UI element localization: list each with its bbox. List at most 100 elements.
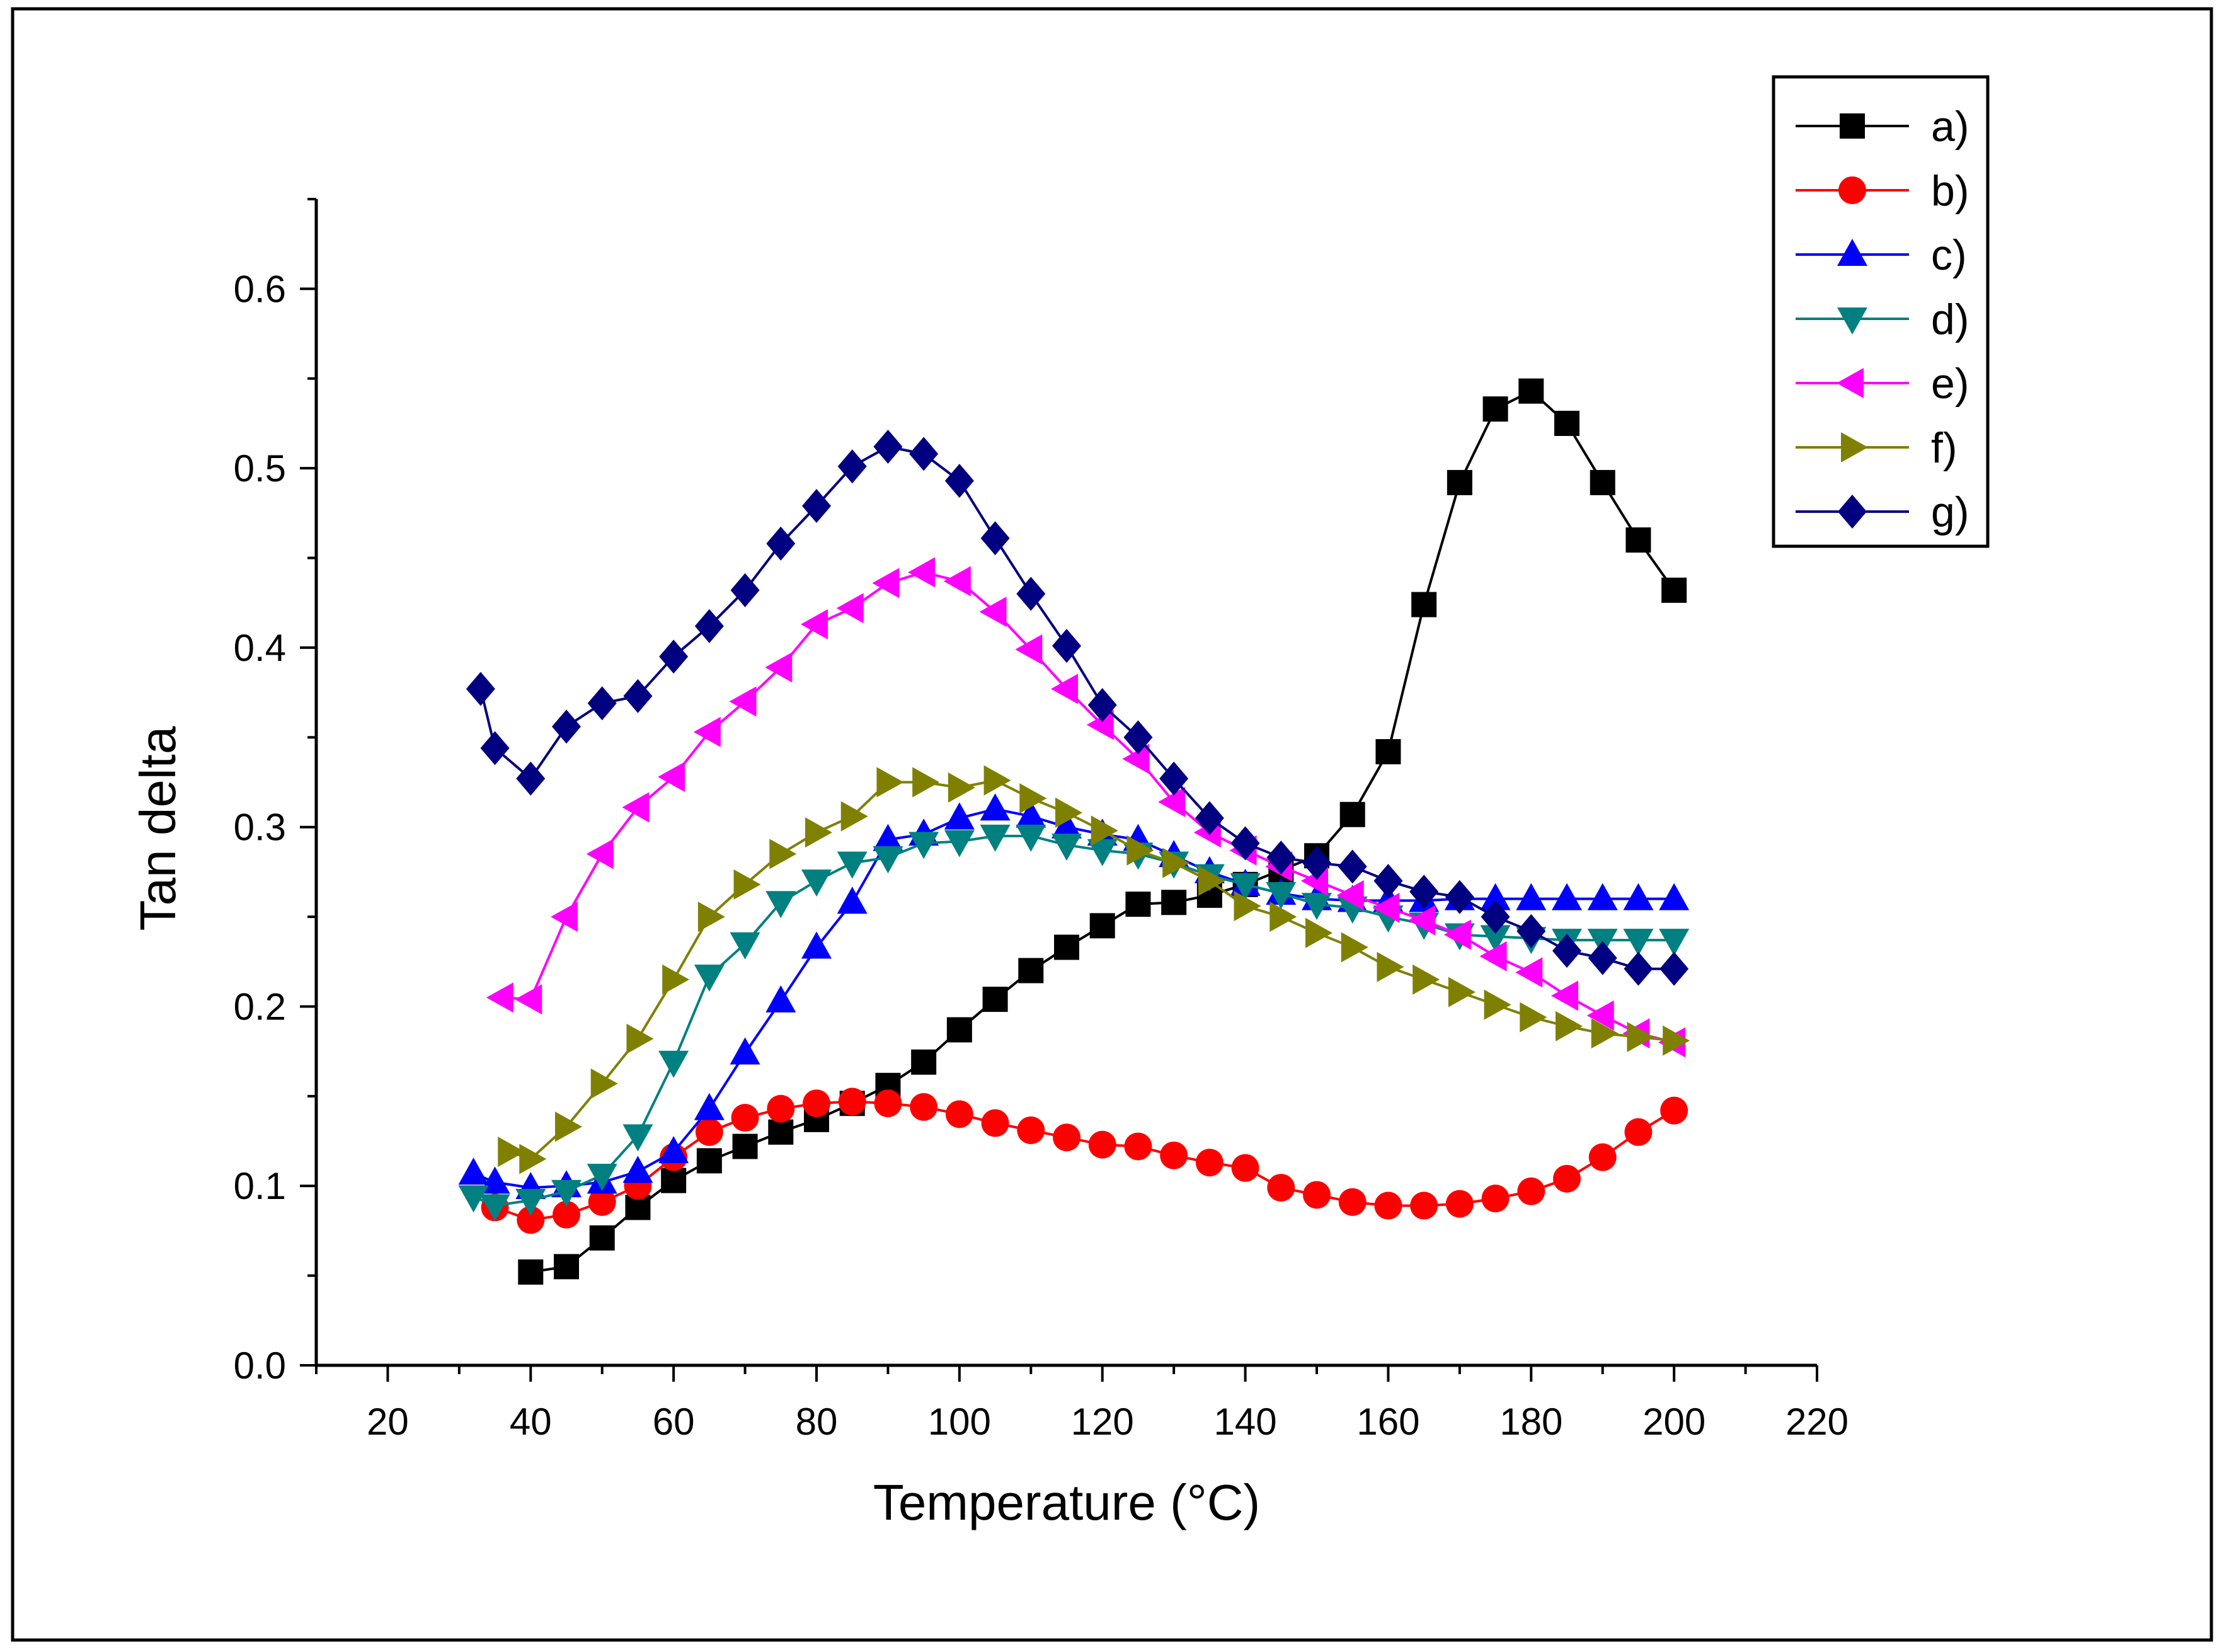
data-point (1515, 957, 1543, 988)
data-point (1162, 847, 1190, 878)
data-point (1448, 977, 1476, 1007)
data-point (1266, 882, 1297, 910)
data-point (1663, 1025, 1690, 1056)
data-point (1623, 929, 1654, 956)
data-point (912, 767, 940, 798)
x-tick-label: 160 (1356, 1401, 1419, 1443)
data-point (1230, 826, 1260, 861)
data-point (1588, 1143, 1617, 1171)
data-point (1554, 410, 1579, 436)
data-point (1624, 951, 1653, 986)
data-point (1198, 866, 1225, 897)
data-point (730, 573, 760, 607)
data-point (1338, 1188, 1367, 1216)
data-point (658, 1136, 689, 1164)
data-point (731, 1104, 759, 1132)
data-point (836, 593, 864, 624)
data-point (1305, 917, 1333, 948)
legend-label: d) (1931, 295, 1969, 343)
data-point (730, 932, 760, 960)
data-point (980, 824, 1011, 852)
legend-entry: c) (1796, 231, 1967, 279)
data-point (554, 1254, 579, 1280)
data-point (1087, 839, 1118, 866)
data-point (874, 1089, 902, 1118)
data-point (1016, 800, 1046, 828)
data-point (1411, 592, 1437, 617)
data-point (1551, 980, 1578, 1011)
data-point (623, 679, 653, 713)
data-point (1089, 913, 1115, 939)
data-point (1055, 797, 1082, 828)
data-point (730, 1037, 760, 1065)
y-tick-label: 0.6 (234, 268, 286, 310)
data-point (765, 985, 796, 1012)
data-point (1479, 941, 1507, 972)
data-point (1659, 929, 1690, 956)
data-point (733, 869, 761, 900)
x-tick-label: 40 (510, 1401, 552, 1443)
data-point (802, 488, 831, 523)
legend-entry: f) (1796, 424, 1957, 472)
series-6 (498, 765, 1690, 1174)
data-point (1302, 846, 1331, 880)
data-point (1053, 1123, 1080, 1152)
data-point (1016, 576, 1046, 611)
legend-label: b) (1931, 167, 1969, 215)
data-point (837, 886, 868, 914)
legend-entry: e) (1796, 360, 1969, 408)
data-point (480, 731, 510, 766)
data-point (1516, 914, 1546, 948)
legend-marker (1837, 307, 1867, 335)
data-point (479, 1194, 510, 1222)
data-point (910, 1093, 938, 1121)
data-point (518, 1259, 544, 1285)
data-point (1303, 1181, 1331, 1209)
data-point (697, 902, 725, 932)
data-point (1517, 1177, 1545, 1205)
legend-entry: b) (1796, 167, 1969, 215)
data-point (767, 1094, 795, 1123)
data-point (1338, 849, 1367, 884)
legend-marker (1840, 113, 1865, 139)
x-tick-label: 20 (367, 1401, 409, 1443)
data-point (1373, 864, 1403, 898)
x-tick-label: 80 (796, 1401, 838, 1443)
data-point (1052, 629, 1081, 663)
x-axis-label: Temperature (°C) (873, 1474, 1260, 1530)
legend-label: c) (1931, 231, 1967, 279)
data-point (872, 568, 900, 599)
series-7 (466, 429, 1689, 986)
data-point (1266, 840, 1296, 875)
data-point (486, 982, 513, 1013)
data-point (1587, 883, 1618, 910)
data-point (1086, 709, 1114, 740)
data-point (1125, 892, 1151, 917)
data-point (587, 686, 617, 721)
data-point (801, 869, 832, 897)
data-point (837, 851, 868, 879)
data-point (1231, 1154, 1259, 1182)
x-tick-label: 180 (1499, 1401, 1562, 1443)
legend-frame (1772, 75, 1990, 548)
data-point (948, 772, 975, 803)
data-point (1482, 396, 1508, 422)
data-point (1520, 1002, 1547, 1033)
y-tick-label: 0.3 (234, 806, 286, 849)
data-point (622, 1124, 653, 1152)
data-point (1484, 989, 1511, 1020)
data-point (1410, 1191, 1438, 1220)
data-point (588, 1188, 616, 1216)
data-point (1234, 890, 1261, 921)
axes: 20 40 60 80 100 120 140 160 180 200 220 0.0 0.1 0.2 0.… (234, 198, 1849, 1443)
data-point (803, 1089, 830, 1118)
x-tick-label: 100 (928, 1401, 991, 1443)
data-point (553, 1200, 580, 1229)
data-point (498, 1137, 525, 1167)
data-point (873, 823, 903, 851)
data-point (1660, 1096, 1688, 1125)
data-point (944, 830, 975, 858)
data-point (766, 526, 796, 561)
